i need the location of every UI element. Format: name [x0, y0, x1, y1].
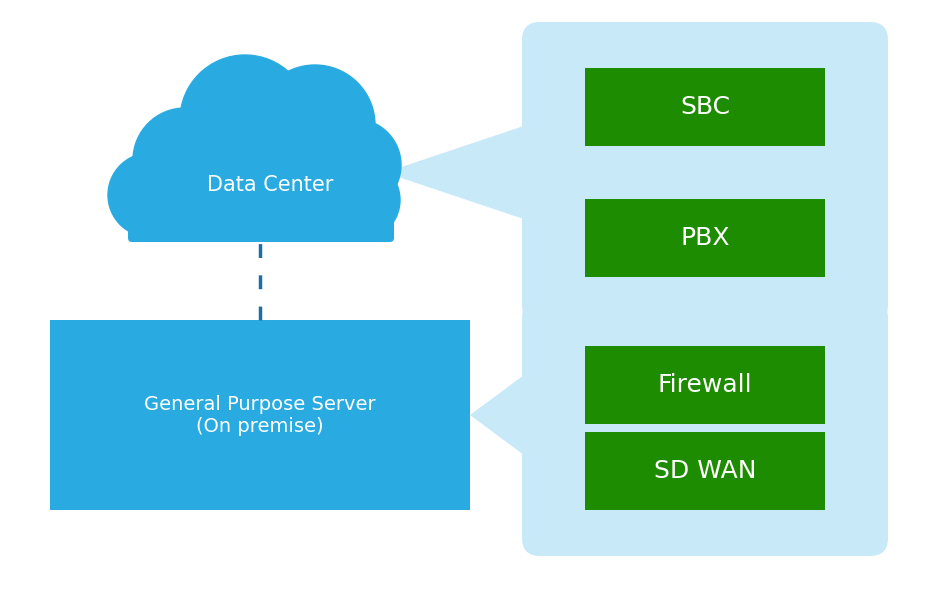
Polygon shape: [470, 363, 540, 467]
Text: SBC: SBC: [680, 95, 730, 119]
Circle shape: [255, 65, 375, 185]
FancyBboxPatch shape: [522, 300, 888, 556]
Circle shape: [180, 55, 310, 185]
Polygon shape: [385, 121, 540, 224]
FancyBboxPatch shape: [585, 346, 825, 424]
Text: Data Center: Data Center: [207, 175, 333, 195]
Circle shape: [309, 119, 401, 211]
Text: SD WAN: SD WAN: [654, 459, 756, 483]
Circle shape: [108, 153, 192, 237]
FancyBboxPatch shape: [585, 432, 825, 510]
FancyBboxPatch shape: [128, 172, 394, 242]
Text: Firewall: Firewall: [658, 373, 752, 397]
FancyBboxPatch shape: [522, 22, 888, 323]
Text: PBX: PBX: [681, 226, 730, 250]
FancyBboxPatch shape: [585, 199, 825, 277]
FancyBboxPatch shape: [585, 68, 825, 146]
Circle shape: [320, 160, 400, 240]
FancyBboxPatch shape: [50, 320, 470, 510]
Circle shape: [133, 108, 237, 212]
Text: General Purpose Server
(On premise): General Purpose Server (On premise): [144, 395, 376, 436]
